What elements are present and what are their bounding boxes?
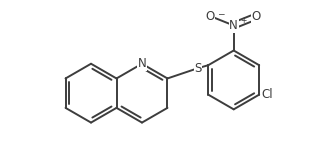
Text: O: O [251,10,260,23]
Text: O: O [205,10,214,23]
Text: N: N [138,57,146,70]
Text: Cl: Cl [261,88,273,101]
Text: N: N [229,19,238,32]
Text: S: S [194,62,202,75]
Text: −: − [217,10,225,19]
Text: +: + [241,16,247,25]
